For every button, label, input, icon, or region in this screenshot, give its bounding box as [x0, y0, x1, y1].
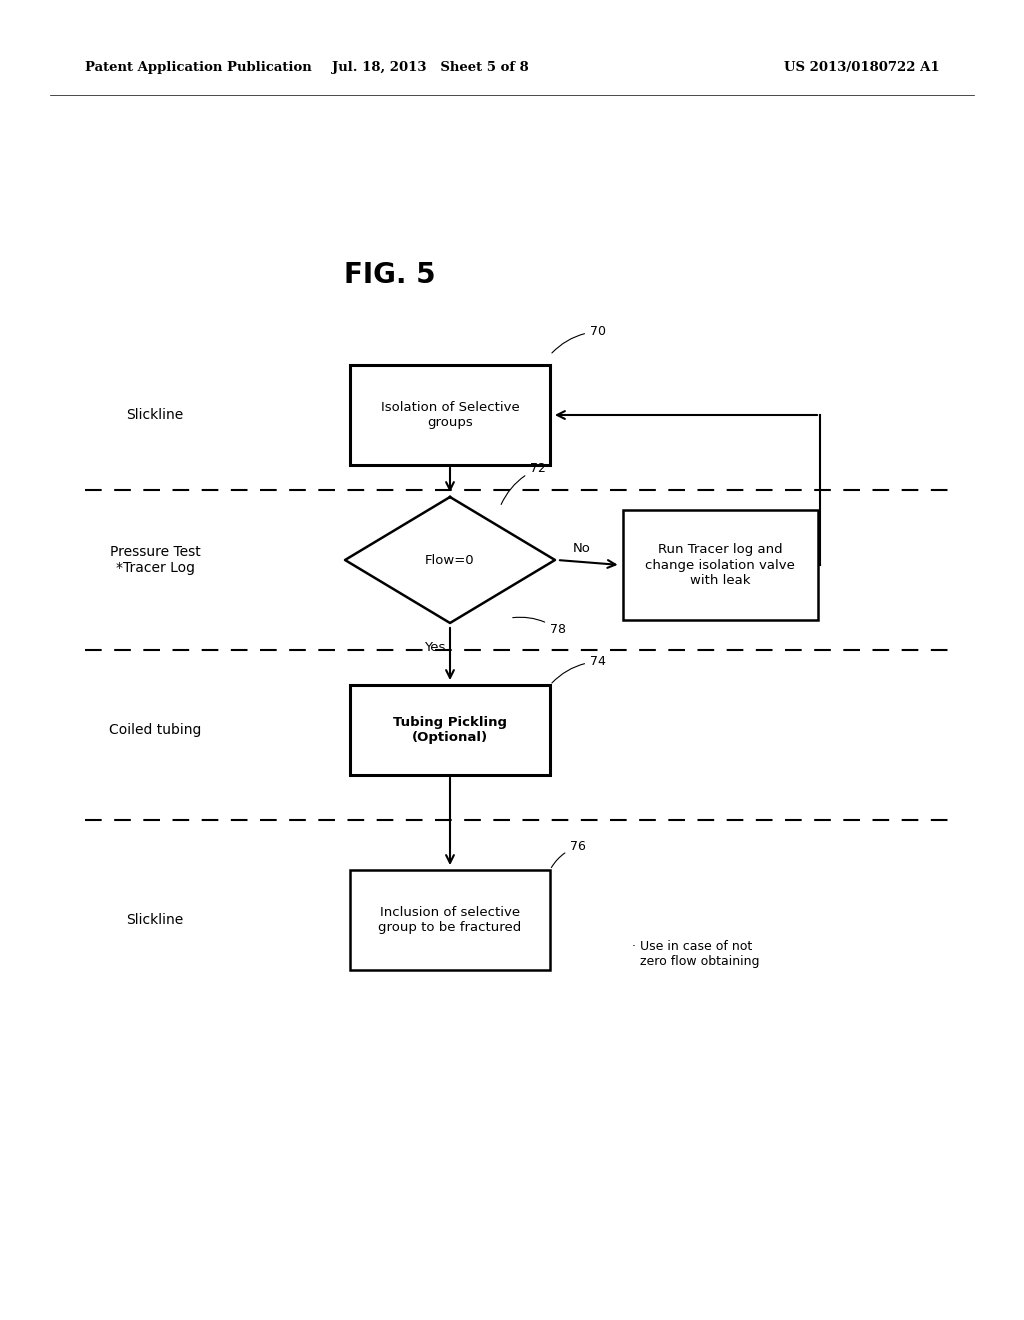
- Text: Coiled tubing: Coiled tubing: [109, 723, 201, 737]
- Text: No: No: [573, 541, 591, 554]
- Text: Flow=0: Flow=0: [425, 553, 475, 566]
- Bar: [623, 510, 817, 620]
- Text: FIG. 5: FIG. 5: [344, 261, 436, 289]
- Text: Yes: Yes: [424, 642, 445, 653]
- Text: 76: 76: [551, 840, 586, 867]
- Text: 78: 78: [513, 618, 566, 636]
- Bar: [350, 870, 550, 970]
- Text: Isolation of Selective
groups: Isolation of Selective groups: [381, 401, 519, 429]
- Text: Inclusion of selective
group to be fractured: Inclusion of selective group to be fract…: [379, 906, 521, 935]
- Text: Slickline: Slickline: [126, 408, 183, 422]
- Bar: [350, 685, 550, 775]
- Text: US 2013/0180722 A1: US 2013/0180722 A1: [784, 62, 940, 74]
- Text: Tubing Pickling
(Optional): Tubing Pickling (Optional): [393, 715, 507, 744]
- Text: Pressure Test
*Tracer Log: Pressure Test *Tracer Log: [110, 545, 201, 576]
- Text: · Use in case of not
  zero flow obtaining: · Use in case of not zero flow obtaining: [633, 940, 760, 968]
- Text: 72: 72: [501, 462, 546, 504]
- Text: Run Tracer log and
change isolation valve
with leak: Run Tracer log and change isolation valv…: [645, 544, 795, 586]
- Bar: [350, 366, 550, 465]
- Text: 70: 70: [552, 325, 606, 352]
- Text: Slickline: Slickline: [126, 913, 183, 927]
- Text: 74: 74: [552, 655, 606, 682]
- Text: Jul. 18, 2013   Sheet 5 of 8: Jul. 18, 2013 Sheet 5 of 8: [332, 62, 528, 74]
- Text: Patent Application Publication: Patent Application Publication: [85, 62, 311, 74]
